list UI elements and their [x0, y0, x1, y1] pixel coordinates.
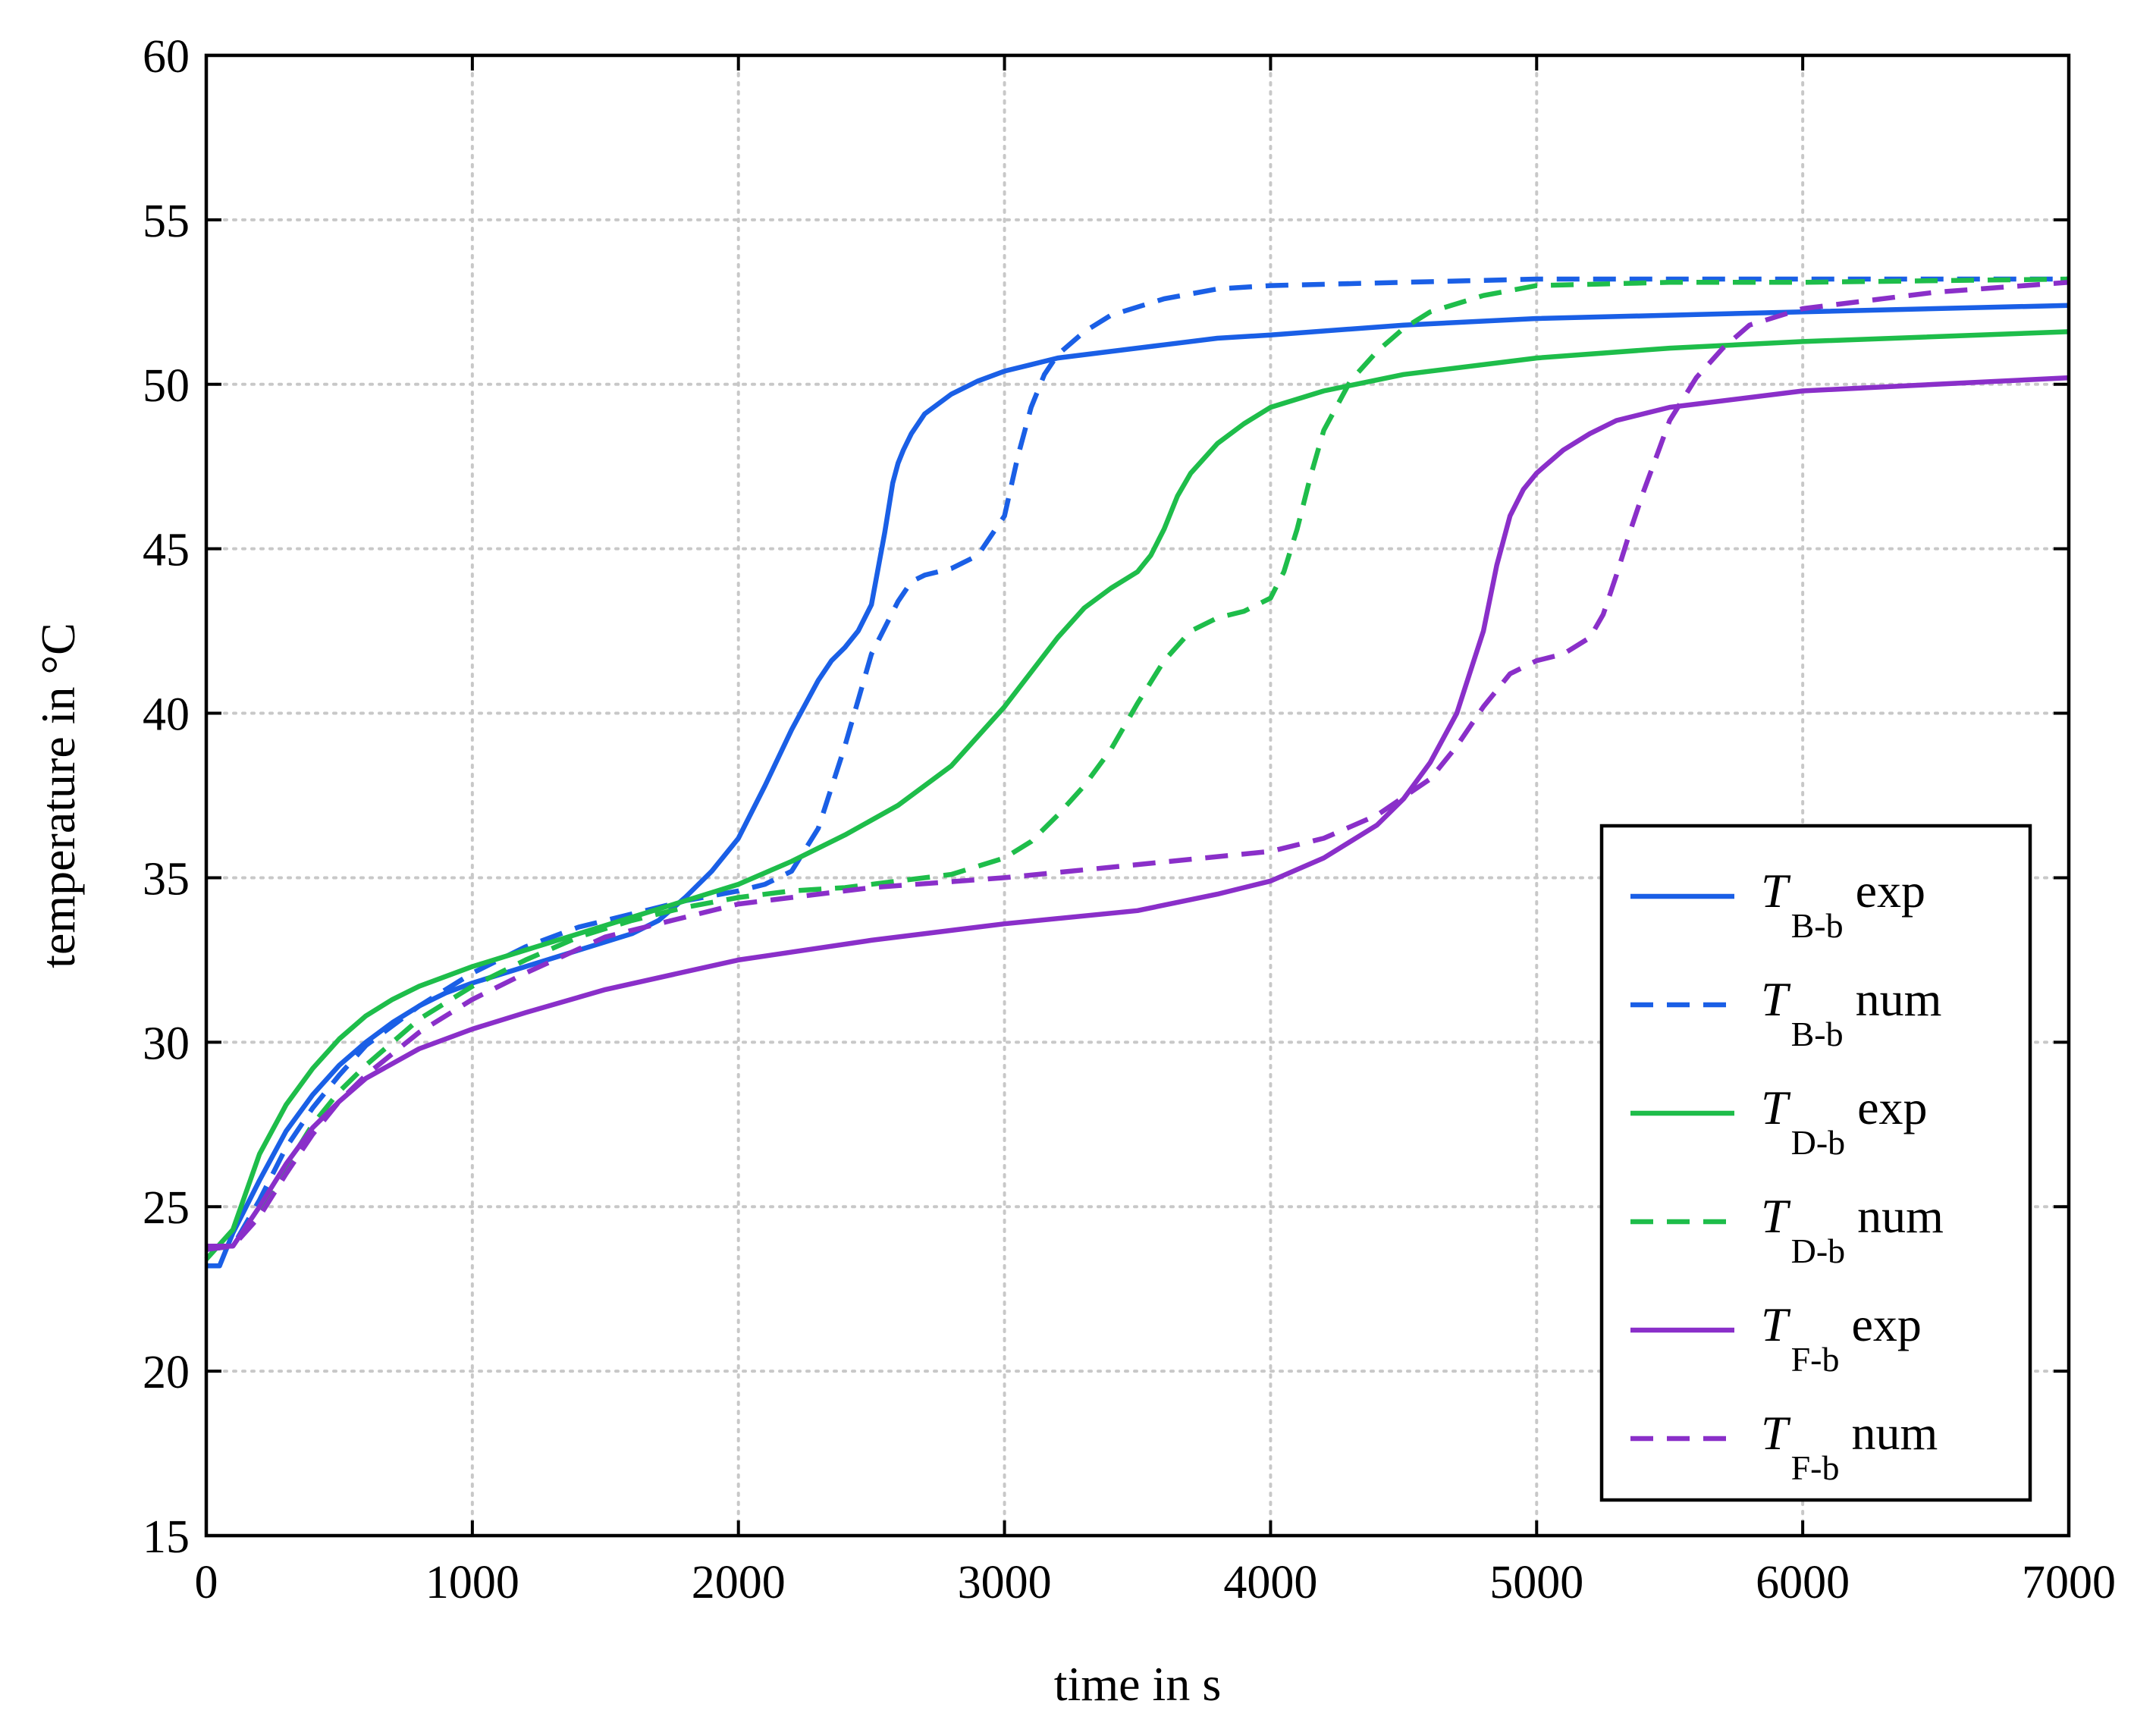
legend-symbol: T [1761, 1298, 1791, 1351]
x-tick-label: 1000 [425, 1557, 519, 1608]
y-tick-label: 35 [143, 853, 190, 905]
legend-suffix: num [1852, 1406, 1938, 1460]
series-line-d-b-num [206, 276, 2070, 1252]
legend-subscript: D-b [1791, 1123, 1846, 1162]
plot-frame [204, 53, 2071, 1538]
series-line-b-b-exp [206, 303, 2070, 1269]
legend-box [1599, 824, 2032, 1502]
y-axis-label: temperature in °C [31, 623, 85, 968]
y-tick-label: 55 [143, 196, 190, 247]
legend-symbol: T [1761, 864, 1791, 918]
x-tick-label: 2000 [692, 1557, 786, 1608]
legend-subscript: F-b [1791, 1340, 1840, 1379]
legend-suffix: num [1856, 972, 1942, 1026]
legend-label: TB-b num [1761, 972, 1941, 1053]
legend-symbol: T [1761, 1406, 1791, 1460]
y-tick-label: 30 [143, 1018, 190, 1069]
legend-symbol: T [1761, 972, 1791, 1026]
y-tick-label: 60 [143, 31, 190, 83]
x-tick-label: 6000 [1756, 1557, 1850, 1608]
x-tick-label: 3000 [958, 1557, 1052, 1608]
x-tick-label: 7000 [2022, 1557, 2116, 1608]
x-axis-label: time in s [1054, 1657, 1221, 1711]
grid [205, 54, 2070, 1537]
y-tick-label: 15 [143, 1511, 190, 1563]
x-tick-label: 5000 [1489, 1557, 1583, 1608]
legend-subscript: B-b [1791, 1015, 1844, 1053]
legend-symbol: T [1761, 1189, 1791, 1243]
legend-suffix: exp [1852, 1298, 1922, 1351]
legend-label: TF-b num [1761, 1406, 1938, 1487]
series-line-d-b-exp [204, 329, 2070, 1261]
legend: TB-bexpTB-bnumTD-bexpTD-bnumTF-bexpTF-bn… [1599, 824, 2032, 1502]
legend-suffix: num [1857, 1189, 1944, 1243]
series-lines [204, 276, 2070, 1269]
y-tick-label: 40 [143, 689, 190, 741]
series-line-b-b-num [206, 276, 2069, 1252]
x-tick-labels: 0 1000 2000 3000 4000 5000 6000 7000 [195, 1557, 2117, 1608]
legend-label: TD-b exp [1761, 1081, 1928, 1162]
x-tick-label: 4000 [1223, 1557, 1317, 1608]
legend-subscript: B-b [1791, 906, 1844, 945]
axis-ticks [205, 54, 2070, 1537]
y-tick-label: 20 [143, 1347, 190, 1398]
legend-suffix: exp [1856, 864, 1925, 918]
series-line-f-b-num [206, 280, 2070, 1252]
legend-label: TF-b exp [1761, 1298, 1922, 1379]
legend-subscript: F-b [1791, 1448, 1840, 1487]
legend-label: TD-b num [1761, 1189, 1944, 1270]
y-tick-labels: 15 20 25 30 35 40 45 50 55 60 [143, 31, 190, 1563]
legend-suffix: exp [1857, 1081, 1927, 1134]
y-tick-label: 45 [143, 525, 190, 576]
legend-label: TB-b exp [1761, 864, 1925, 945]
y-tick-label: 25 [143, 1182, 190, 1234]
x-tick-label: 0 [195, 1557, 218, 1608]
y-tick-label: 50 [143, 360, 190, 412]
legend-subscript: D-b [1791, 1232, 1846, 1270]
legend-symbol: T [1761, 1081, 1791, 1134]
